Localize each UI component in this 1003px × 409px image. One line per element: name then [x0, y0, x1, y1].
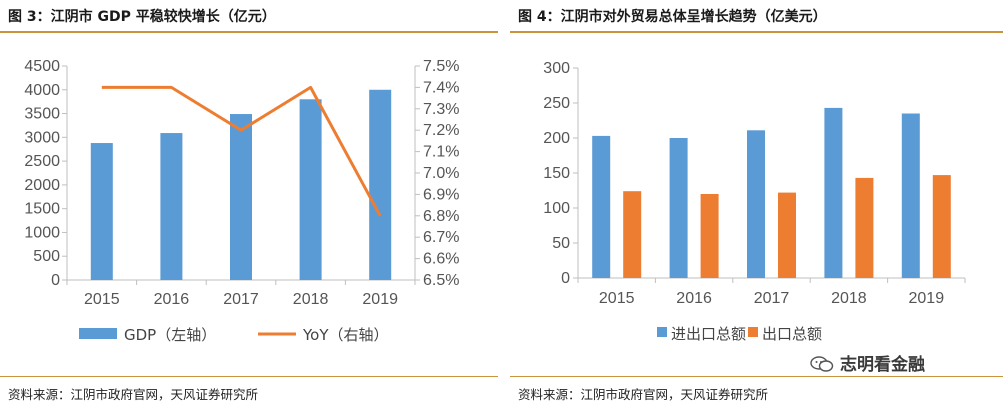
- x-tick-label: 2015: [599, 290, 635, 307]
- watermark-text: 志明看金融: [840, 355, 925, 375]
- y-right-tick-label: 6.6%: [423, 251, 459, 268]
- trade-chart-source: 资料来源：江阴市政府官网，天风证券研究所: [518, 387, 769, 402]
- y-right-tick-label: 7.4%: [423, 79, 459, 96]
- gdp-bar: [299, 99, 322, 281]
- y-right-tick-label: 7.2%: [423, 122, 459, 139]
- y-tick-label: 150: [543, 165, 570, 182]
- y-right-tick-label: 7.1%: [423, 144, 459, 161]
- import-export-bar: [824, 107, 843, 279]
- gdp-chart: 0 500 1000 1500 2000 2500 3000 3500 4000 4500 6.5%…: [24, 58, 459, 344]
- x-tick-label: 2017: [223, 291, 259, 308]
- y-tick-label: 300: [543, 60, 570, 77]
- x-tick-label: 2017: [754, 290, 790, 307]
- x-tick-label: 2018: [831, 290, 867, 307]
- yoy-line: [101, 85, 382, 217]
- y-left-tick-label: 2500: [24, 153, 60, 170]
- y-right-tick-label: 6.5%: [423, 272, 459, 289]
- import-export-bar: [669, 138, 688, 278]
- y-right-tick-label: 7.0%: [423, 165, 459, 182]
- y-tick-label: 0: [561, 270, 570, 287]
- x-tick-label: 2019: [909, 290, 945, 307]
- export-bar: [623, 191, 642, 278]
- y-left-tick-label: 4000: [24, 82, 60, 99]
- y-left-tick-label: 3500: [24, 106, 60, 123]
- y-tick-label: 100: [543, 200, 570, 217]
- y-right-tick-label: 6.8%: [423, 208, 459, 225]
- import-export-bar: [901, 113, 920, 278]
- legend-gdp-label: GDP（左轴）: [124, 326, 216, 344]
- gdp-bar: [160, 133, 183, 280]
- x-tick-label: 2016: [154, 291, 190, 308]
- gdp-chart-panel: 图 3：江阴市 GDP 平稳较快增长（亿元） 0 500 1000 1500 2000 2…: [0, 0, 498, 409]
- y-left-tick-label: 4500: [24, 58, 60, 75]
- wechat-icon: [810, 356, 834, 372]
- y-left-tick-label: 500: [33, 248, 60, 265]
- gdp-bar: [369, 89, 392, 281]
- export-bar: [778, 192, 796, 278]
- legend-export-label: 出口总额: [762, 325, 822, 343]
- gdp-chart-title: 图 3：江阴市 GDP 平稳较快增长（亿元）: [8, 9, 276, 25]
- legend-gdp-swatch: [79, 328, 117, 339]
- legend-yoy-label: YoY（右轴）: [302, 326, 389, 344]
- y-right-tick-label: 7.3%: [423, 101, 459, 118]
- y-left-tick-label: 1500: [24, 201, 60, 218]
- watermark: 志明看金融: [810, 350, 925, 375]
- y-left-tick-label: 0: [51, 272, 60, 289]
- gdp-bar: [90, 143, 113, 280]
- y-right-tick-label: 6.7%: [423, 229, 459, 246]
- export-bar: [855, 177, 874, 278]
- y-tick-label: 50: [552, 235, 570, 252]
- export-bar: [932, 175, 951, 278]
- x-tick-label: 2018: [293, 291, 329, 308]
- legend-export-swatch: [748, 327, 758, 337]
- import-export-bar: [592, 135, 611, 278]
- gdp-bar: [230, 114, 252, 280]
- x-tick-label: 2016: [676, 290, 712, 307]
- x-tick-label: 2019: [362, 291, 398, 308]
- trade-chart: 0 50 100 150 200 250 300 2015 2016 2017 2018 2019 进出…: [543, 60, 966, 343]
- y-right-tick-label: 7.5%: [423, 58, 459, 75]
- y-tick-label: 250: [543, 95, 570, 112]
- y-left-tick-label: 2000: [24, 177, 60, 194]
- legend-import-export-label: 进出口总额: [671, 325, 746, 343]
- export-bar: [700, 194, 719, 278]
- legend-import-export-swatch: [657, 327, 667, 337]
- y-left-tick-label: 3000: [24, 129, 60, 146]
- footer-divider: [510, 376, 1003, 377]
- gdp-chart-source: 资料来源：江阴市政府官网，天风证券研究所: [8, 387, 259, 402]
- title-divider: [510, 31, 1003, 33]
- title-divider: [0, 31, 498, 33]
- trade-chart-panel: 图 4：江阴市对外贸易总体呈增长趋势（亿美元） 0 50 100 150 200 250 3…: [510, 0, 1003, 409]
- x-tick-label: 2015: [84, 291, 120, 308]
- y-left-tick-label: 1000: [24, 224, 60, 241]
- footer-divider: [0, 376, 498, 377]
- import-export-bar: [747, 130, 765, 278]
- trade-chart-title: 图 4：江阴市对外贸易总体呈增长趋势（亿美元）: [518, 9, 827, 25]
- y-tick-label: 200: [543, 130, 570, 147]
- y-right-tick-label: 6.9%: [423, 186, 459, 203]
